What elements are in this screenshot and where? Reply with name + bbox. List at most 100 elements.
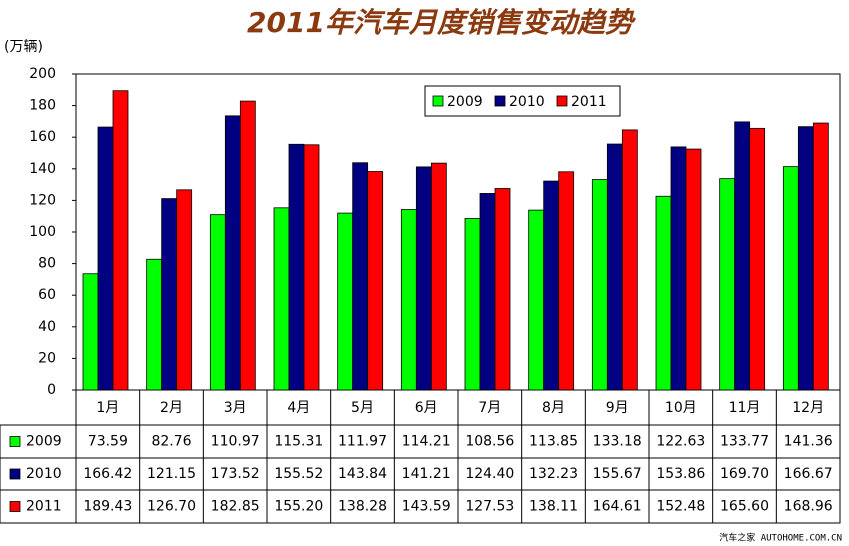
table-value: 168.96 [784, 499, 833, 515]
bar [719, 178, 736, 391]
x-tick-label: 1月 [96, 400, 119, 416]
x-tick-label: 6月 [415, 400, 438, 416]
y-tick-label: 160 [29, 129, 56, 145]
table-value: 182.85 [211, 499, 260, 515]
table-legend-swatch [9, 501, 21, 512]
bar [621, 129, 638, 391]
table-value: 73.59 [88, 434, 128, 450]
bar [352, 162, 369, 391]
table-value: 166.67 [784, 466, 833, 482]
y-tick-label: 180 [29, 98, 56, 114]
bar [273, 207, 290, 391]
bar [112, 90, 129, 391]
table-value: 122.63 [656, 434, 705, 450]
x-tick-label: 10月 [665, 400, 697, 416]
y-tick-label: 0 [47, 382, 56, 398]
table-value: 153.86 [656, 466, 705, 482]
bar [685, 148, 702, 391]
bar [176, 189, 193, 391]
table-value: 141.36 [784, 434, 833, 450]
table-series-name: 2010 [26, 466, 62, 482]
x-tick-label: 2月 [160, 400, 183, 416]
table-legend-swatch [9, 468, 21, 480]
x-tick-label: 12月 [792, 400, 824, 416]
bar [146, 258, 163, 391]
bar [367, 171, 384, 391]
table-value: 132.23 [529, 466, 578, 482]
bar [655, 195, 672, 391]
bar [97, 126, 114, 391]
bar [749, 127, 766, 391]
chart-title: 2011年汽车月度销售变动趋势 [247, 6, 636, 39]
table-value: 126.70 [147, 499, 196, 515]
legend-box [424, 85, 621, 117]
table-value: 127.53 [465, 499, 514, 515]
table-value: 143.59 [402, 499, 451, 515]
bar [161, 198, 178, 391]
table-value: 133.18 [593, 434, 642, 450]
table-value: 152.48 [656, 499, 705, 515]
bar [82, 273, 99, 391]
legend-label: 2011 [571, 94, 607, 110]
y-tick-label: 20 [38, 350, 56, 366]
x-tick-label: 8月 [542, 400, 565, 416]
source: 汽车之家 AUTOHOME.COM.CN [719, 532, 842, 544]
bar [209, 214, 226, 391]
legend-swatch [556, 95, 568, 107]
table-legend-swatch [9, 436, 21, 447]
table-value: 155.20 [274, 499, 323, 515]
bar [528, 209, 545, 391]
x-tick-label: 11月 [729, 400, 761, 416]
bar [782, 166, 799, 391]
bar [239, 100, 256, 391]
legend-label: 2009 [447, 94, 483, 110]
table-value: 108.56 [465, 434, 514, 450]
table-value: 115.31 [274, 434, 323, 450]
bar [479, 193, 496, 391]
table-value: 165.60 [720, 499, 769, 515]
table-value: 121.15 [147, 466, 196, 482]
table-value: 82.76 [151, 434, 191, 450]
table-value: 164.61 [593, 499, 642, 515]
table-series-name: 2011 [26, 499, 62, 515]
table-value: 169.70 [720, 466, 769, 482]
bar [558, 171, 575, 391]
table-value: 114.21 [402, 434, 451, 450]
bar [591, 179, 608, 391]
x-tick-label: 3月 [224, 400, 247, 416]
legend-swatch [432, 95, 444, 107]
y-tick-label: 200 [29, 66, 56, 82]
y-tick-label: 60 [38, 287, 56, 303]
bar [734, 121, 751, 391]
x-tick-label: 7月 [478, 400, 501, 416]
bar [415, 166, 432, 391]
table-value: 166.42 [83, 466, 132, 482]
bar [430, 162, 447, 391]
x-tick-label: 4月 [287, 400, 310, 416]
bar [543, 180, 560, 391]
table-value: 111.97 [338, 434, 387, 450]
table-series-name: 2009 [26, 434, 62, 450]
table-value: 143.84 [338, 466, 387, 482]
bar [303, 144, 320, 391]
table-value: 133.77 [720, 434, 769, 450]
bar [400, 209, 417, 391]
bar [670, 146, 687, 391]
table-value: 113.85 [529, 434, 578, 450]
y-tick-label: 120 [29, 192, 56, 208]
table-value: 141.21 [402, 466, 451, 482]
y-tick-label: 40 [38, 319, 56, 335]
bar [797, 126, 814, 391]
table-value: 138.11 [529, 499, 578, 515]
bar [224, 115, 241, 391]
table-value: 124.40 [465, 466, 514, 482]
legend-swatch [494, 95, 506, 107]
table-value: 138.28 [338, 499, 387, 515]
y-tick-label: 80 [38, 256, 56, 272]
table-value: 155.67 [593, 466, 642, 482]
table-value: 189.43 [83, 499, 132, 515]
legend-label: 2010 [509, 94, 545, 110]
x-tick-label: 9月 [606, 400, 629, 416]
bar [288, 143, 305, 391]
